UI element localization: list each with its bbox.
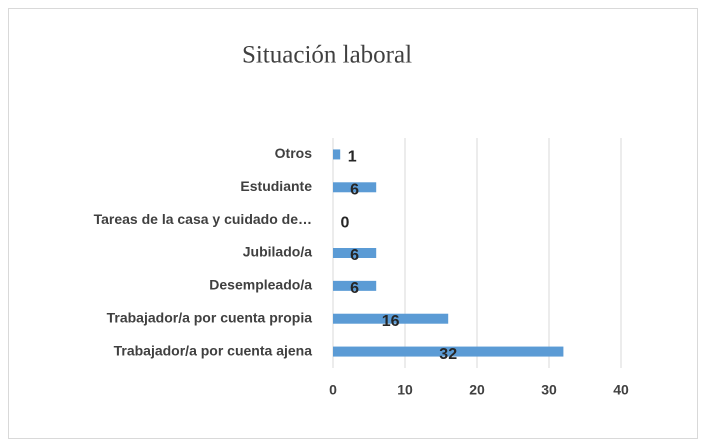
bar [333, 346, 564, 357]
x-tick-label: 10 [397, 382, 413, 398]
bar [333, 313, 449, 324]
y-tick-label: Tareas de la casa y cuidado de… [94, 211, 312, 227]
chart-border [8, 8, 698, 439]
y-tick-label: Trabajador/a por cuenta ajena [114, 342, 313, 358]
y-tick-label: Jubilado/a [243, 244, 312, 260]
data-label: 6 [350, 247, 359, 264]
y-tick-label: Trabajador/a por cuenta propia [107, 309, 313, 325]
y-tick-label: Otros [275, 145, 313, 161]
x-tick-label: 40 [613, 382, 629, 398]
bar [333, 182, 377, 193]
data-label: 16 [382, 313, 400, 330]
data-label: 6 [350, 280, 359, 297]
data-label: 0 [341, 214, 350, 231]
bar [333, 149, 341, 160]
data-label: 1 [348, 149, 357, 166]
x-tick-label: 30 [541, 382, 557, 398]
x-tick-label: 0 [329, 382, 337, 398]
y-tick-label: Estudiante [240, 178, 312, 194]
data-label: 6 [350, 182, 359, 199]
x-tick-label: 20 [469, 382, 485, 398]
bar [333, 280, 377, 291]
bar [333, 248, 377, 258]
data-label: 32 [439, 346, 457, 363]
chart-title: Situación laboral [242, 42, 412, 69]
y-tick-label: Desempleado/a [209, 277, 312, 293]
